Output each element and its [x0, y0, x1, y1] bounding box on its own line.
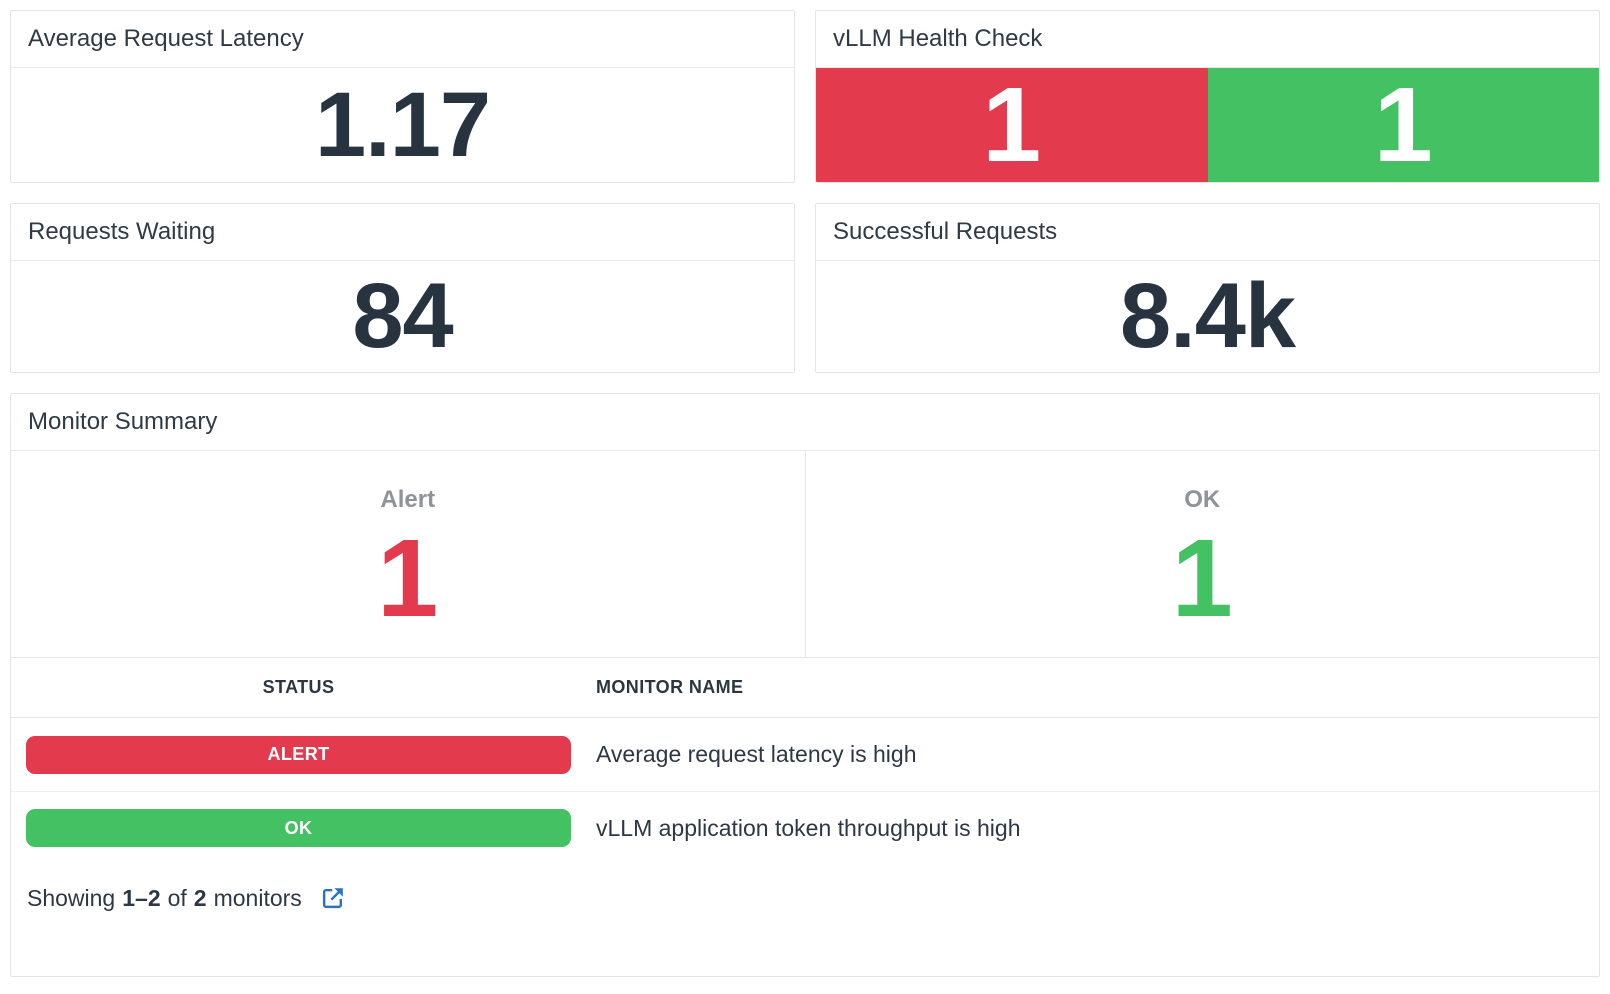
footer-of: of	[167, 884, 187, 911]
alert-group-label: Alert	[380, 486, 436, 514]
status-cell: ALERT	[11, 735, 586, 774]
status-badge-alert[interactable]: ALERT	[26, 735, 571, 774]
external-link-icon[interactable]	[319, 884, 347, 912]
footer-range: 1–2	[122, 884, 161, 911]
monitor-status-groups: Alert 1 OK 1	[11, 451, 1599, 657]
widget-vllm-health-check: vLLM Health Check 1 1	[815, 10, 1600, 183]
alert-group-count: 1	[377, 517, 439, 641]
footer-showing: Showing	[27, 884, 116, 911]
footer-total: 2	[193, 884, 207, 911]
table-row[interactable]: OK vLLM application token throughput is …	[11, 791, 1599, 864]
ok-group-count: 1	[1171, 517, 1233, 641]
widget-title: Successful Requests	[816, 204, 1599, 261]
widget-requests-waiting: Requests Waiting 84	[10, 203, 795, 373]
widget-body: 84	[11, 261, 794, 372]
waiting-value: 84	[352, 265, 453, 367]
health-alert-block[interactable]: 1	[816, 68, 1208, 182]
widget-title: Average Request Latency	[11, 11, 794, 68]
column-header-status: STATUS	[262, 677, 335, 697]
widget-title: Requests Waiting	[11, 204, 794, 261]
health-alert-count: 1	[982, 66, 1042, 183]
widget-body: 1.17	[11, 68, 794, 182]
monitor-table-footer: Showing 1–2 of 2 monitors	[11, 864, 1599, 976]
widget-title: Monitor Summary	[11, 394, 1599, 451]
footer-monitors: monitors	[213, 884, 302, 911]
alert-group[interactable]: Alert 1	[11, 451, 805, 657]
monitor-table-header: STATUS MONITOR NAME	[11, 657, 1599, 718]
ok-group[interactable]: OK 1	[804, 451, 1600, 657]
showing-monitors-text: Showing 1–2 of 2 monitors	[27, 884, 354, 912]
health-check-body: 1 1	[816, 68, 1599, 182]
ok-group-label: OK	[1184, 486, 1221, 514]
row-1: Average Request Latency 1.17 vLLM Health…	[10, 10, 1600, 183]
row-2: Requests Waiting 84 Successful Requests …	[10, 203, 1600, 373]
widget-successful-requests: Successful Requests 8.4k	[815, 203, 1600, 373]
health-ok-count: 1	[1373, 66, 1433, 183]
column-header-monitor-name: MONITOR NAME	[596, 677, 744, 697]
health-ok-block[interactable]: 1	[1207, 66, 1599, 183]
monitor-name[interactable]: vLLM application token throughput is hig…	[596, 814, 1021, 841]
status-badge-ok[interactable]: OK	[26, 809, 571, 847]
status-cell: OK	[11, 809, 586, 847]
widget-title: vLLM Health Check	[816, 11, 1599, 68]
latency-value: 1.17	[314, 73, 491, 176]
widget-monitor-summary: Monitor Summary Alert 1 OK 1 STATUS MONI…	[10, 393, 1600, 977]
widget-average-request-latency: Average Request Latency 1.17	[10, 10, 795, 183]
table-row[interactable]: ALERT Average request latency is high	[11, 718, 1599, 791]
monitor-name[interactable]: Average request latency is high	[596, 741, 917, 767]
success-value: 8.4k	[1119, 265, 1296, 367]
widget-body: 8.4k	[816, 261, 1599, 372]
